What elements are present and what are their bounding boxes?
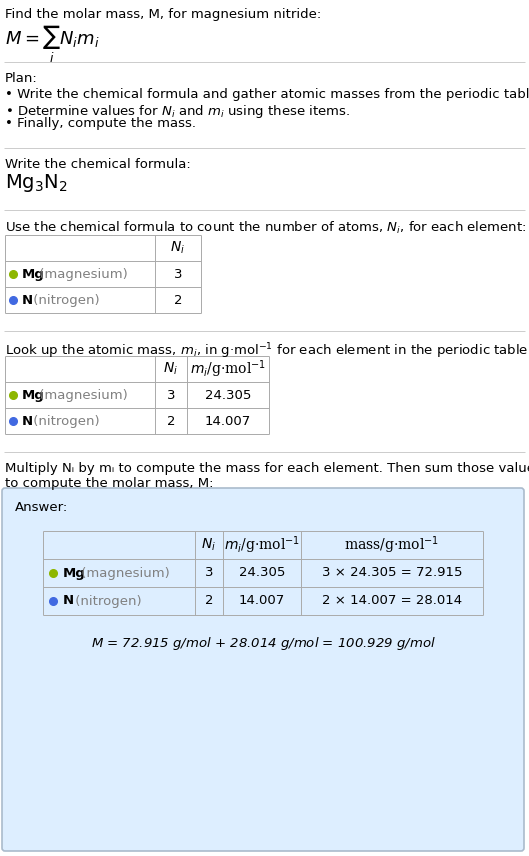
Text: (magnesium): (magnesium) — [35, 389, 127, 401]
Text: $m_i$/g$\cdot$mol$^{-1}$: $m_i$/g$\cdot$mol$^{-1}$ — [224, 534, 300, 556]
Text: 2: 2 — [205, 595, 213, 608]
Text: 3 × 24.305 = 72.915: 3 × 24.305 = 72.915 — [322, 567, 462, 580]
Text: N: N — [63, 595, 74, 608]
Text: 14.007: 14.007 — [239, 595, 285, 608]
Text: 3: 3 — [174, 268, 183, 281]
Text: Multiply Nᵢ by mᵢ to compute the mass for each element. Then sum those values: Multiply Nᵢ by mᵢ to compute the mass fo… — [5, 462, 529, 475]
Text: $N_i$: $N_i$ — [163, 360, 178, 377]
Text: 2: 2 — [174, 294, 183, 306]
Text: N: N — [22, 294, 33, 306]
Text: • Finally, compute the mass.: • Finally, compute the mass. — [5, 117, 196, 130]
Text: 24.305: 24.305 — [239, 567, 285, 580]
Text: N: N — [22, 414, 33, 427]
Text: Find the molar mass, M, for magnesium nitride:: Find the molar mass, M, for magnesium ni… — [5, 8, 321, 21]
Text: mass/g$\cdot$mol$^{-1}$: mass/g$\cdot$mol$^{-1}$ — [344, 534, 440, 556]
Text: 2: 2 — [167, 414, 175, 427]
Text: Mg: Mg — [22, 268, 45, 281]
Text: (magnesium): (magnesium) — [35, 268, 127, 281]
Text: (nitrogen): (nitrogen) — [71, 595, 142, 608]
Text: (magnesium): (magnesium) — [77, 567, 170, 580]
Text: 24.305: 24.305 — [205, 389, 251, 401]
Text: Answer:: Answer: — [15, 501, 68, 514]
Text: $N_i$: $N_i$ — [170, 240, 186, 256]
Text: Mg: Mg — [63, 567, 86, 580]
Text: Mg: Mg — [22, 389, 45, 401]
Text: Look up the atomic mass, $m_i$, in g·mol$^{-1}$ for each element in the periodic: Look up the atomic mass, $m_i$, in g·mol… — [5, 341, 529, 360]
Text: $M$ = 72.915 g/mol + 28.014 g/mol = 100.929 g/mol: $M$ = 72.915 g/mol + 28.014 g/mol = 100.… — [90, 635, 435, 652]
Text: (nitrogen): (nitrogen) — [29, 414, 99, 427]
Text: (nitrogen): (nitrogen) — [29, 294, 99, 306]
Text: $N_i$: $N_i$ — [202, 537, 216, 553]
Text: Plan:: Plan: — [5, 72, 38, 85]
FancyBboxPatch shape — [2, 488, 524, 851]
Text: $M = \sum_i N_i m_i$: $M = \sum_i N_i m_i$ — [5, 24, 99, 65]
Text: • Determine values for $N_i$ and $m_i$ using these items.: • Determine values for $N_i$ and $m_i$ u… — [5, 103, 350, 120]
Text: $m_i$/g$\cdot$mol$^{-1}$: $m_i$/g$\cdot$mol$^{-1}$ — [190, 358, 266, 380]
Text: 3: 3 — [167, 389, 175, 401]
Text: 3: 3 — [205, 567, 213, 580]
Text: Write the chemical formula:: Write the chemical formula: — [5, 158, 191, 171]
Text: $\mathrm{Mg_3N_2}$: $\mathrm{Mg_3N_2}$ — [5, 172, 68, 194]
Text: 2 × 14.007 = 28.014: 2 × 14.007 = 28.014 — [322, 595, 462, 608]
Text: Use the chemical formula to count the number of atoms, $N_i$, for each element:: Use the chemical formula to count the nu… — [5, 220, 526, 236]
Text: to compute the molar mass, M:: to compute the molar mass, M: — [5, 477, 214, 490]
Text: 14.007: 14.007 — [205, 414, 251, 427]
Text: • Write the chemical formula and gather atomic masses from the periodic table.: • Write the chemical formula and gather … — [5, 88, 529, 101]
